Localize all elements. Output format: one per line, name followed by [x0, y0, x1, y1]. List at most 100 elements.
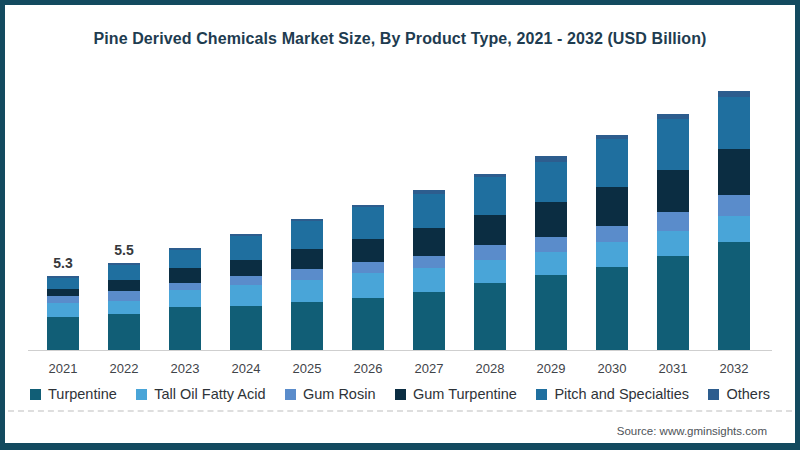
bar-segment-pitch-and-specialties — [718, 97, 750, 149]
bar-segment-others — [230, 234, 262, 236]
bar-segment-gum-turpentine — [474, 215, 506, 245]
bar-segment-gum-rosin — [535, 237, 567, 252]
bar-segment-gum-rosin — [474, 245, 506, 260]
bar-segment-turpentine — [47, 317, 79, 350]
bar-segment-tall-oil-fatty-acid — [535, 252, 567, 275]
bar-segment-gum-rosin — [413, 256, 445, 268]
bar-segment-tall-oil-fatty-acid — [596, 242, 628, 267]
bar-segment-gum-turpentine — [657, 170, 689, 212]
bar-segment-turpentine — [108, 314, 140, 350]
bar-segment-gum-turpentine — [596, 187, 628, 226]
bar-segment-gum-rosin — [718, 195, 750, 216]
bar-segment-tall-oil-fatty-acid — [230, 285, 262, 306]
bar-segment-others — [47, 276, 79, 278]
bar-segment-gum-rosin — [47, 296, 79, 303]
x-axis-label: 2032 — [704, 361, 764, 376]
bar-segment-others — [352, 205, 384, 207]
bar-segment-others — [291, 219, 323, 221]
bar-segment-gum-rosin — [169, 283, 201, 290]
bar-segment-turpentine — [718, 242, 750, 350]
bar-segment-turpentine — [596, 267, 628, 350]
legend-swatch-icon — [285, 389, 296, 400]
bar-segment-gum-turpentine — [108, 280, 140, 291]
legend-label: Tall Oil Fatty Acid — [154, 386, 265, 402]
bar-segment-gum-turpentine — [230, 260, 262, 276]
x-axis-line — [28, 350, 772, 351]
bar-segment-turpentine — [352, 298, 384, 350]
bar-segment-pitch-and-specialties — [352, 207, 384, 239]
bar-segment-turpentine — [657, 256, 689, 350]
x-axis-label: 2025 — [277, 361, 337, 376]
bar-segment-pitch-and-specialties — [535, 162, 567, 202]
bar-segment-tall-oil-fatty-acid — [474, 260, 506, 283]
legend-swatch-icon — [136, 389, 147, 400]
legend-label: Gum Turpentine — [413, 386, 517, 402]
legend-divider — [8, 410, 792, 412]
x-axis-label: 2028 — [460, 361, 520, 376]
x-axis-label: 2031 — [643, 361, 703, 376]
bar-segment-tall-oil-fatty-acid — [352, 273, 384, 298]
plot-area: 20215.320225.520232024202520262027202820… — [0, 0, 800, 450]
legend-swatch-icon — [708, 389, 719, 400]
x-axis-label: 2026 — [338, 361, 398, 376]
bar-segment-others — [413, 190, 445, 194]
x-axis-label: 2023 — [155, 361, 215, 376]
bar-segment-pitch-and-specialties — [413, 194, 445, 228]
legend-item-pitch-and-specialties: Pitch and Specialties — [536, 386, 689, 402]
bar-segment-others — [108, 263, 140, 265]
legend-label: Pitch and Specialties — [554, 386, 689, 402]
bar-value-label: 5.3 — [33, 255, 93, 271]
bar-segment-turpentine — [413, 292, 445, 350]
bar-segment-gum-turpentine — [47, 289, 79, 296]
bar-segment-pitch-and-specialties — [47, 278, 79, 289]
x-axis-label: 2022 — [94, 361, 154, 376]
bar-segment-pitch-and-specialties — [169, 250, 201, 268]
bar-segment-gum-rosin — [108, 291, 140, 301]
bar-segment-others — [657, 114, 689, 119]
bar-segment-turpentine — [230, 306, 262, 350]
bar-segment-tall-oil-fatty-acid — [291, 280, 323, 302]
bar-segment-pitch-and-specialties — [596, 139, 628, 187]
legend-item-tall-oil-fatty-acid: Tall Oil Fatty Acid — [136, 386, 265, 402]
bar-value-label: 5.5 — [94, 242, 154, 258]
bar-segment-tall-oil-fatty-acid — [657, 231, 689, 256]
bar-segment-gum-turpentine — [413, 228, 445, 256]
bar-segment-turpentine — [474, 283, 506, 350]
bar-segment-tall-oil-fatty-acid — [413, 268, 445, 292]
x-axis-label: 2027 — [399, 361, 459, 376]
legend-label: Gum Rosin — [303, 386, 376, 402]
legend-item-gum-turpentine: Gum Turpentine — [395, 386, 517, 402]
bar-segment-pitch-and-specialties — [230, 236, 262, 260]
legend-swatch-icon — [30, 389, 41, 400]
legend-item-turpentine: Turpentine — [30, 386, 117, 402]
bar-segment-gum-turpentine — [291, 249, 323, 269]
bar-segment-gum-rosin — [596, 226, 628, 242]
legend-swatch-icon — [395, 389, 406, 400]
bar-segment-tall-oil-fatty-acid — [169, 290, 201, 307]
bar-segment-gum-turpentine — [352, 239, 384, 262]
bar-segment-tall-oil-fatty-acid — [718, 216, 750, 242]
bar-segment-tall-oil-fatty-acid — [108, 301, 140, 314]
legend: Turpentine Tall Oil Fatty Acid Gum Rosin Gu… — [30, 386, 770, 402]
bar-segment-others — [718, 91, 750, 97]
bar-segment-pitch-and-specialties — [108, 265, 140, 280]
bar-segment-gum-rosin — [352, 262, 384, 273]
bar-segment-turpentine — [535, 275, 567, 350]
source-text: Source: www.gminsights.com — [617, 425, 767, 437]
legend-item-gum-rosin: Gum Rosin — [285, 386, 376, 402]
bar-segment-gum-turpentine — [718, 149, 750, 195]
legend-item-others: Others — [708, 386, 770, 402]
x-axis-label: 2030 — [582, 361, 642, 376]
bar-segment-gum-turpentine — [535, 202, 567, 237]
bar-segment-others — [474, 174, 506, 177]
bar-segment-pitch-and-specialties — [474, 177, 506, 215]
bar-segment-gum-rosin — [230, 276, 262, 285]
bar-segment-turpentine — [291, 302, 323, 350]
bar-segment-others — [169, 248, 201, 250]
bar-segment-tall-oil-fatty-acid — [47, 303, 79, 317]
bar-segment-gum-rosin — [291, 269, 323, 280]
bar-segment-gum-rosin — [657, 212, 689, 231]
bar-segment-others — [596, 135, 628, 139]
x-axis-label: 2021 — [33, 361, 93, 376]
bar-segment-pitch-and-specialties — [657, 119, 689, 170]
